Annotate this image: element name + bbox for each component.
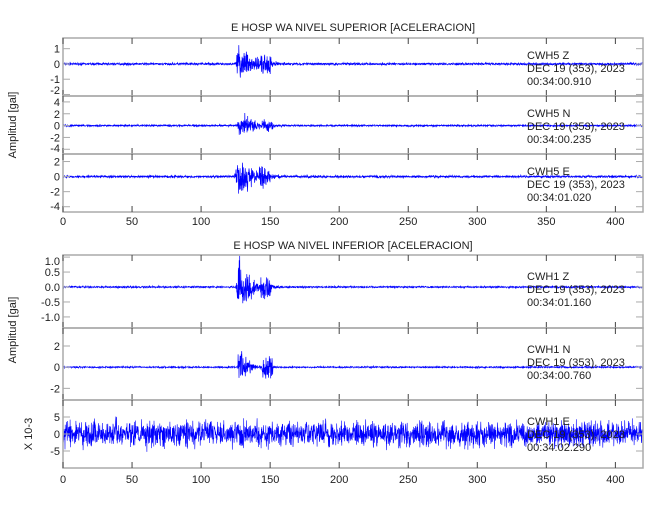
waveform-trace [62, 112, 644, 135]
x-tick-label: 250 [399, 216, 417, 228]
y-tick-label: 1.0 [45, 256, 60, 268]
waveform-trace [62, 351, 644, 379]
x-tick-label: 150 [261, 474, 279, 486]
y-tick-label: 4 [54, 97, 60, 109]
x-tick-label: 300 [468, 216, 486, 228]
y-tick-label: -4 [50, 143, 60, 155]
chart-group-0: E HOSP WA NIVEL SUPERIOR [ACELERACION] Am… [7, 22, 644, 228]
y-tick-label: -2 [50, 383, 60, 395]
y-tick-label: 5 [54, 412, 60, 424]
x-tick-label: 200 [330, 474, 348, 486]
y-tick-label: -0.5 [41, 297, 60, 309]
y-tick-label: 0 [54, 172, 60, 184]
y-tick-label: -2 [50, 132, 60, 144]
x-tick-label: 400 [606, 216, 624, 228]
time-label: 00:34:00.235 [527, 134, 591, 146]
y-tick-label: -1.0 [41, 312, 60, 324]
time-label: 00:34:02.290 [527, 442, 591, 454]
chart-title: E HOSP WA NIVEL INFERIOR [ACELERACION] [233, 240, 472, 252]
x-tick-label: 300 [468, 474, 486, 486]
date-label: DEC 19 (353), 2023 [527, 357, 625, 369]
x-tick-label: 0 [60, 474, 66, 486]
station-label: CWH1 Z [527, 271, 569, 283]
y-tick-label: 0.5 [45, 267, 60, 279]
date-label: DEC 19 (353), 2023 [527, 179, 625, 191]
station-label: CWH5 E [527, 166, 570, 178]
y-tick-label: 0 [54, 362, 60, 374]
waveform-trace [62, 45, 644, 78]
time-label: 00:34:01.020 [527, 192, 591, 204]
station-label: CWH1 N [527, 344, 570, 356]
y-scale-label: X 10-3 [23, 418, 35, 450]
x-tick-label: 50 [126, 474, 138, 486]
x-tick-label: 200 [330, 216, 348, 228]
y-axis-label: Amplitud [gal] [7, 297, 19, 364]
chart-group-1: E HOSP WA NIVEL INFERIOR [ACELERACION] Am… [7, 240, 644, 486]
y-tick-label: 2 [54, 341, 60, 353]
y-tick-label: -2 [50, 187, 60, 199]
x-tick-label: 0 [60, 216, 66, 228]
x-tick-label: 100 [192, 216, 210, 228]
y-tick-label: 0.0 [45, 282, 60, 294]
panel-frame [62, 153, 644, 213]
x-tick-label: 50 [126, 216, 138, 228]
x-tick-label: 350 [537, 216, 555, 228]
y-tick-label: 2 [54, 109, 60, 121]
station-label: CWH5 Z [527, 50, 569, 62]
y-tick-label: 1 [54, 44, 60, 56]
station-label: CWH1 E [527, 416, 570, 428]
y-tick-label: -5 [50, 446, 60, 458]
waveform-trace [62, 255, 644, 304]
date-label: DEC 19 (353), 2023 [527, 121, 625, 133]
x-tick-label: 250 [399, 474, 417, 486]
station-label: CWH5 N [527, 108, 570, 120]
date-label: DEC 19 (353), 2023 [527, 284, 625, 296]
x-tick-label: 100 [192, 474, 210, 486]
x-tick-label: 350 [537, 474, 555, 486]
y-tick-label: 0 [54, 429, 60, 441]
y-tick-label: -1 [50, 74, 60, 86]
time-label: 00:34:00.760 [527, 370, 591, 382]
y-tick-label: 0 [54, 59, 60, 71]
y-tick-label: 2 [54, 157, 60, 169]
date-label: DEC 19 (353), 2023 [527, 429, 625, 441]
y-tick-label: 0 [54, 121, 60, 133]
time-label: 00:34:01.160 [527, 297, 591, 309]
y-tick-label: -2 [50, 85, 60, 97]
waveform-trace [63, 162, 644, 194]
waveform-trace [62, 416, 644, 452]
x-tick-label: 150 [261, 216, 279, 228]
date-label: DEC 19 (353), 2023 [527, 63, 625, 75]
y-axis-label: Amplitud [gal] [7, 92, 19, 159]
time-label: 00:34:00.910 [527, 76, 591, 88]
y-tick-label: -4 [50, 201, 60, 213]
chart-title: E HOSP WA NIVEL SUPERIOR [ACELERACION] [231, 22, 475, 34]
x-tick-label: 400 [606, 474, 624, 486]
